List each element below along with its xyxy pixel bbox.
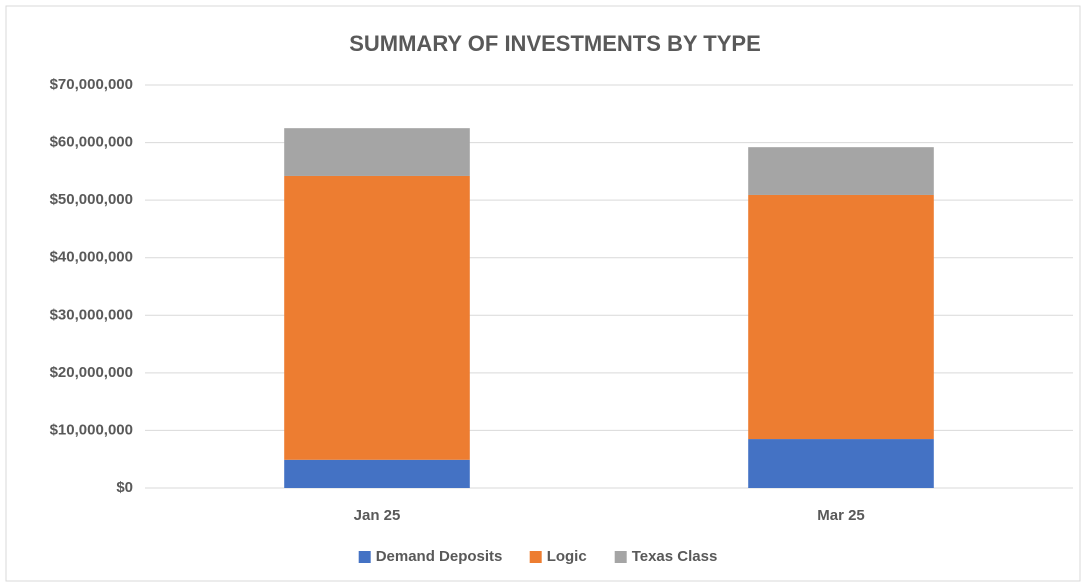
chart-title: SUMMARY OF INVESTMENTS BY TYPE [349,31,761,56]
x-tick-label: Jan 25 [354,507,401,524]
legend-swatch [614,551,627,563]
bar-segment [748,439,934,488]
y-tick-label: $60,000,000 [50,134,133,151]
legend-label: Demand Deposits [376,548,503,565]
bar-segment [748,194,934,440]
y-tick-label: $10,000,000 [50,421,133,438]
legend-swatch [529,551,542,563]
y-tick-label: $0 [116,479,133,496]
y-tick-label: $70,000,000 [50,76,133,93]
y-tick-label: $40,000,000 [50,249,133,266]
legend-swatch [358,551,371,563]
bar-segment [284,459,470,488]
bar-segment [284,128,470,176]
y-tick-label: $20,000,000 [50,364,133,381]
y-tick-label: $50,000,000 [50,191,133,208]
legend-label: Texas Class [632,548,718,565]
x-tick-label: Mar 25 [817,507,865,524]
bar-segment [284,175,470,460]
y-tick-label: $30,000,000 [50,306,133,323]
legend-label: Logic [547,548,587,565]
bar-segment [748,147,934,195]
